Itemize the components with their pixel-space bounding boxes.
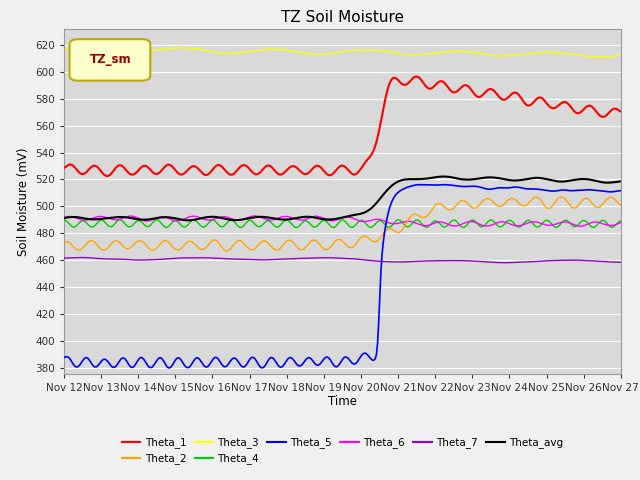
Text: TZ_sm: TZ_sm (90, 53, 131, 66)
X-axis label: Time: Time (328, 395, 357, 408)
Legend: Theta_1, Theta_2, Theta_3, Theta_4, Theta_5, Theta_6, Theta_7, Theta_avg: Theta_1, Theta_2, Theta_3, Theta_4, Thet… (118, 433, 567, 468)
Y-axis label: Soil Moisture (mV): Soil Moisture (mV) (17, 147, 29, 256)
FancyBboxPatch shape (70, 39, 150, 81)
Title: TZ Soil Moisture: TZ Soil Moisture (281, 10, 404, 25)
